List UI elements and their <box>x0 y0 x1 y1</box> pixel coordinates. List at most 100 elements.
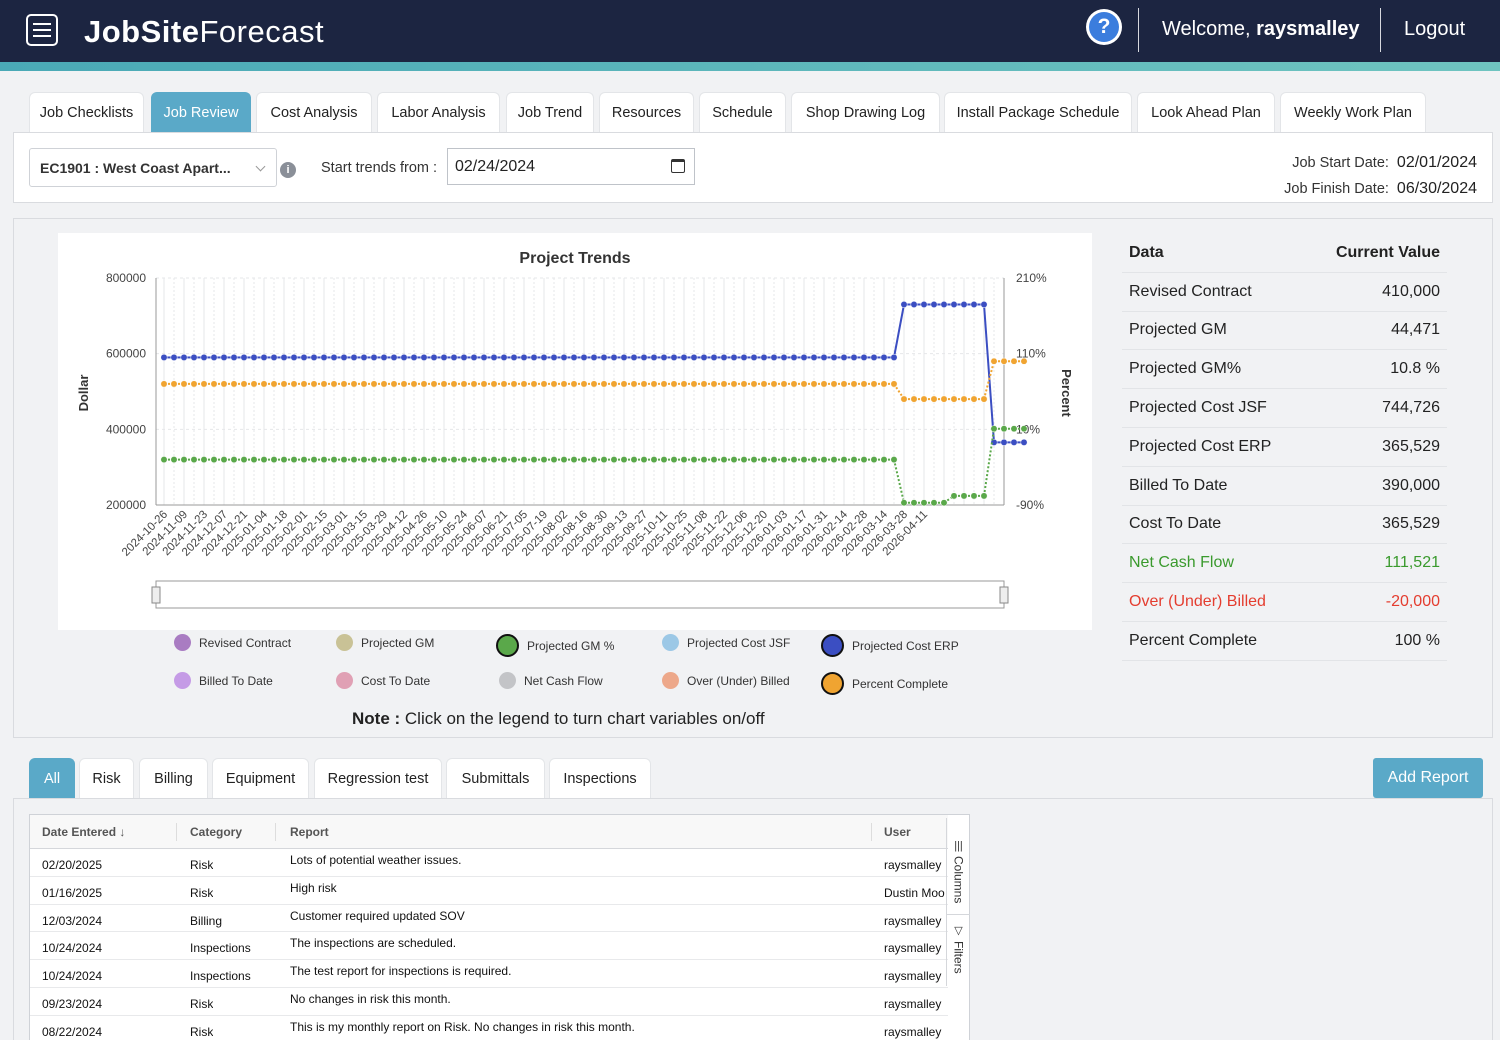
data-point <box>940 395 948 403</box>
data-point <box>250 380 258 388</box>
report-tab-risk[interactable]: Risk <box>79 758 134 798</box>
col-header-date[interactable]: Date Entered ↓ <box>42 825 126 839</box>
grid-cell-report: Lots of potential weather issues. <box>290 853 462 867</box>
grid-cell-report: The test report for inspections is requi… <box>290 964 512 979</box>
table-row[interactable]: 10/24/2024 Inspections The inspections are… <box>30 932 948 961</box>
legend-over-under-billed[interactable]: Over (Under) Billed <box>662 672 790 689</box>
table-row[interactable]: 09/23/2024 Risk No changes in risk this mo… <box>30 988 948 1016</box>
job-select[interactable]: EC1901 : West Coast Apart... <box>29 148 277 187</box>
data-row-label: Revised Contract <box>1129 282 1252 300</box>
job-finish-label: Job Finish Date: <box>1284 181 1389 197</box>
table-row[interactable]: 01/16/2025 Risk High risk Dustin Moo <box>30 877 948 905</box>
data-point <box>330 380 338 388</box>
data-point <box>480 354 488 361</box>
data-point <box>980 492 988 500</box>
data-point <box>770 380 778 388</box>
legend-projected-cost-jsf[interactable]: Projected Cost JSF <box>662 634 790 651</box>
report-tab-regression-test[interactable]: Regression test <box>314 758 442 798</box>
data-point <box>210 380 218 388</box>
tab-job-review[interactable]: Job Review <box>151 92 251 132</box>
tab-job-checklists[interactable]: Job Checklists <box>29 92 144 132</box>
col-header-category[interactable]: Category <box>190 825 243 839</box>
grid-cell-user: raysmalley <box>884 941 942 956</box>
data-point <box>190 380 198 388</box>
data-point <box>360 354 368 361</box>
app-logo[interactable]: JobSiteForecast <box>84 14 325 49</box>
tab-job-trend[interactable]: Job Trend <box>506 92 594 132</box>
columns-toggle[interactable]: ||| Columns <box>951 840 966 904</box>
report-tab-equipment[interactable]: Equipment <box>212 758 309 798</box>
report-tab-inspections[interactable]: Inspections <box>549 758 651 798</box>
legend-net-cash-flow[interactable]: Net Cash Flow <box>499 672 603 689</box>
data-point <box>220 456 228 464</box>
tab-look-ahead-plan[interactable]: Look Ahead Plan <box>1137 92 1275 132</box>
data-point <box>440 354 448 361</box>
job-finish-value: 06/30/2024 <box>1396 180 1477 197</box>
data-point <box>820 456 828 464</box>
tab-install-package-schedule[interactable]: Install Package Schedule <box>944 92 1132 132</box>
data-point <box>720 380 728 388</box>
col-header-report[interactable]: Report <box>290 825 329 839</box>
legend-percent-complete[interactable]: Percent Complete <box>821 672 948 695</box>
table-row[interactable]: 02/20/2025 Risk Lots of potential weather … <box>30 849 948 877</box>
hamburger-menu-icon[interactable] <box>26 14 58 46</box>
data-point <box>350 380 358 388</box>
legend-label: Net Cash Flow <box>524 673 603 688</box>
table-row[interactable]: 10/24/2024 Inspections The test report for… <box>30 960 948 988</box>
table-row[interactable]: 12/03/2024 Billing Customer required updat… <box>30 905 948 933</box>
legend-projected-gm[interactable]: Projected GM % <box>496 634 614 657</box>
tab-shop-drawing-log[interactable]: Shop Drawing Log <box>791 92 940 132</box>
chart-title: Project Trends <box>519 250 631 267</box>
col-header-user[interactable]: User <box>884 825 911 839</box>
tab-labor-analysis[interactable]: Labor Analysis <box>377 92 500 132</box>
tab-schedule[interactable]: Schedule <box>699 92 786 132</box>
grid-cell-date: 01/16/2025 <box>42 885 103 900</box>
data-point <box>260 354 268 361</box>
data-point <box>740 380 748 388</box>
data-point <box>480 456 488 464</box>
report-tab-billing[interactable]: Billing <box>139 758 208 798</box>
start-trends-date-input[interactable]: 02/24/2024 <box>447 148 695 185</box>
data-point <box>670 354 678 361</box>
reports-grid: Date Entered ↓ Category Report User 02/2… <box>29 814 970 1040</box>
data-point <box>260 380 268 388</box>
legend-cost-to-date[interactable]: Cost To Date <box>336 672 430 689</box>
data-point <box>800 456 808 464</box>
data-point <box>550 380 558 388</box>
data-point <box>980 395 988 403</box>
data-point <box>830 354 838 361</box>
data-point <box>550 354 558 361</box>
info-icon[interactable]: i <box>280 162 296 178</box>
data-point <box>870 456 878 464</box>
data-row-projected-gm: Projected GM% 10.8 % <box>1122 350 1447 390</box>
calendar-icon[interactable] <box>671 159 685 173</box>
report-tab-submittals[interactable]: Submittals <box>446 758 545 798</box>
tab-weekly-work-plan[interactable]: Weekly Work Plan <box>1280 92 1426 132</box>
tab-cost-analysis[interactable]: Cost Analysis <box>256 92 372 132</box>
legend-projected-cost-erp[interactable]: Projected Cost ERP <box>821 634 959 657</box>
logout-link[interactable]: Logout <box>1404 18 1466 40</box>
data-point <box>180 380 188 388</box>
data-row-billed-to-date: Billed To Date 390,000 <box>1122 467 1447 506</box>
data-point <box>620 354 628 361</box>
data-row-label: Net Cash Flow <box>1129 554 1234 572</box>
y-tick-label: 600000 <box>106 347 146 361</box>
add-report-button[interactable]: Add Report <box>1373 758 1483 798</box>
y2-tick-label: 210% <box>1016 271 1047 285</box>
data-point <box>890 380 898 388</box>
help-icon[interactable]: ? <box>1086 9 1122 45</box>
table-row[interactable]: 08/22/2024 Risk This is my monthly report … <box>30 1016 948 1040</box>
legend-revised-contract[interactable]: Revised Contract <box>174 634 291 651</box>
report-tab-all[interactable]: All <box>29 758 75 798</box>
data-point <box>810 456 818 464</box>
filters-toggle[interactable]: ▽ Filters <box>951 925 966 974</box>
legend-billed-to-date[interactable]: Billed To Date <box>174 672 273 689</box>
range-slider <box>155 580 1005 609</box>
data-point <box>840 380 848 388</box>
data-point <box>310 354 318 361</box>
data-point <box>810 380 818 388</box>
data-point <box>340 456 348 464</box>
data-point <box>610 380 618 388</box>
tab-resources[interactable]: Resources <box>599 92 694 132</box>
legend-projected-gm[interactable]: Projected GM <box>336 634 434 651</box>
